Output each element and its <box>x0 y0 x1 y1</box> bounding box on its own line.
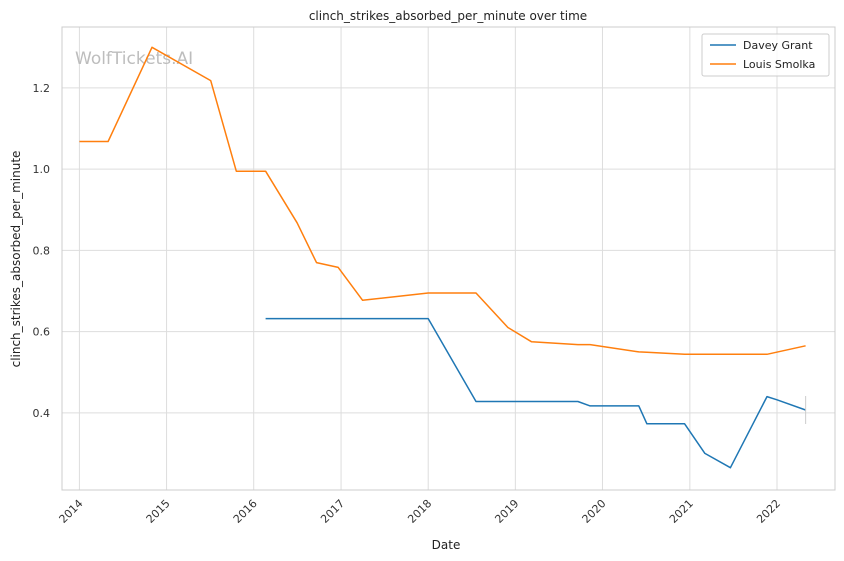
legend-label-louis-smolka: Louis Smolka <box>743 58 815 71</box>
series-line-davey-grant <box>265 317 806 469</box>
x-tick-label: 2022 <box>754 497 783 526</box>
y-tick-label: 0.4 <box>33 407 51 420</box>
y-axis-label: clinch_strikes_absorbed_per_minute <box>9 151 23 368</box>
legend-label-davey-grant: Davey Grant <box>743 39 813 52</box>
x-tick-label: 2016 <box>231 497 260 526</box>
y-tick-label: 1.2 <box>33 82 51 95</box>
series-lines <box>79 46 807 469</box>
y-tick-labels: 0.4 0.6 0.8 1.0 1.2 <box>33 82 51 420</box>
grid <box>62 27 835 490</box>
y-tick-label: 0.8 <box>33 244 51 257</box>
x-tick-label: 2019 <box>492 497 521 526</box>
x-tick-label: 2018 <box>405 497 434 526</box>
y-tick-label: 1.0 <box>33 163 51 176</box>
x-tick-label: 2015 <box>144 497 173 526</box>
chart-title: clinch_strikes_absorbed_per_minute over … <box>309 9 587 23</box>
x-tick-label: 2017 <box>318 497 347 526</box>
x-axis-label: Date <box>432 538 461 552</box>
x-tick-label: 2014 <box>57 497 86 526</box>
x-tick-labels: 2014 2015 2016 2017 2018 2019 2020 2021 2022 <box>57 497 784 526</box>
y-tick-label: 0.6 <box>33 326 51 339</box>
x-tick-label: 2020 <box>580 497 609 526</box>
watermark: WolfTickets.AI <box>75 49 193 69</box>
plot-frame <box>61 26 836 491</box>
legend: Davey Grant Louis Smolka <box>701 33 830 77</box>
series-line-louis-smolka <box>79 46 806 356</box>
x-tick-label: 2021 <box>667 497 696 526</box>
